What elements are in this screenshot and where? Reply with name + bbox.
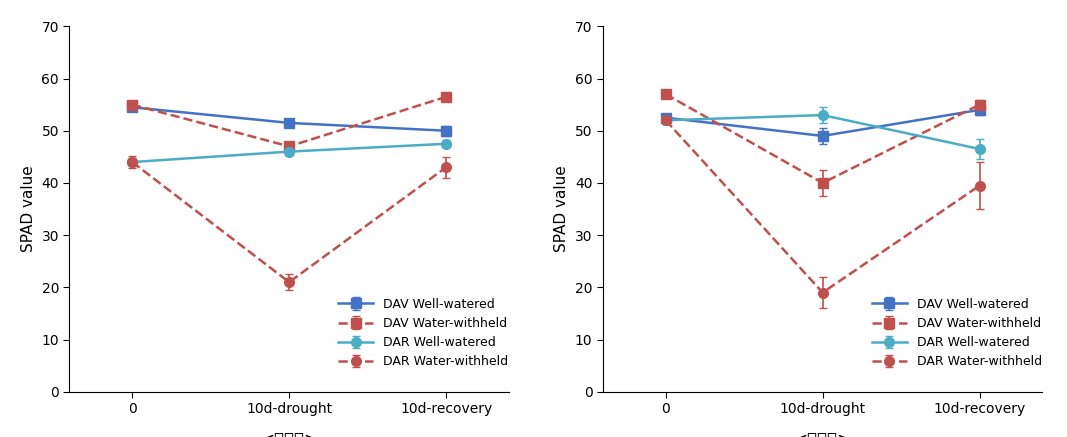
Legend: DAV Well-watered, DAV Water-withheld, DAR Well-watered, DAR Water-withheld: DAV Well-watered, DAV Water-withheld, DA…: [333, 293, 513, 374]
Y-axis label: SPAD value: SPAD value: [555, 166, 570, 253]
Legend: DAV Well-watered, DAV Water-withheld, DAR Well-watered, DAR Water-withheld: DAV Well-watered, DAV Water-withheld, DA…: [866, 293, 1047, 374]
Text: <광평옥>: <광평옥>: [794, 431, 851, 437]
Text: <일미찰>: <일미찰>: [260, 431, 318, 437]
Y-axis label: SPAD value: SPAD value: [21, 166, 36, 253]
